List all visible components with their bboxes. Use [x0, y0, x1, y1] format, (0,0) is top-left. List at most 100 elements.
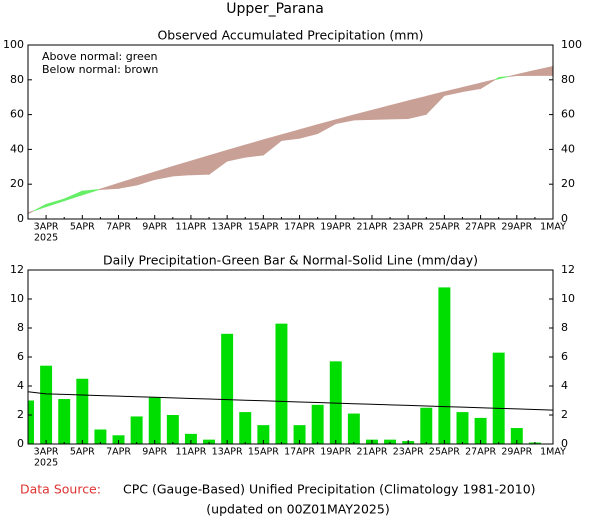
anomaly-area [154, 165, 174, 180]
anomaly-area [371, 105, 391, 120]
x-tick-label: 29APR [501, 447, 532, 458]
bar [58, 399, 71, 444]
x-tick-label: 29APR [501, 222, 532, 233]
bar [76, 378, 89, 444]
x-tick-label: 1MAY [540, 222, 566, 233]
anomaly-area [33, 203, 47, 212]
panel-title: Daily Precipitation-Green Bar & Normal-S… [103, 253, 478, 268]
x-tick-label: 3APR [34, 222, 59, 233]
x-tick-label: 25APR [429, 222, 460, 233]
y-tick-label: 0 [17, 437, 24, 450]
y-tick-label: 80 [10, 73, 24, 86]
anomaly-area [190, 155, 210, 176]
y2-tick-label: 0 [561, 437, 568, 450]
y2-tick-label: 12 [561, 263, 575, 276]
y-tick-label: 60 [10, 108, 24, 121]
x-tick-label: 13APR [212, 447, 243, 458]
bar [112, 435, 125, 444]
x-tick-label: 15APR [248, 222, 279, 233]
anomaly-area [172, 160, 192, 177]
bar [130, 416, 143, 444]
bar [184, 433, 197, 444]
x-tick-label: 21APR [357, 447, 388, 458]
x-tick-label: 27APR [465, 447, 496, 458]
annotation: Above normal: green [42, 50, 158, 63]
anomaly-area [208, 149, 228, 176]
x-tick-label: 23APR [393, 222, 424, 233]
x-tick-label: 15APR [248, 447, 279, 458]
x-tick-label: 5APR [70, 222, 95, 233]
y-tick-label: 8 [17, 321, 24, 334]
anomaly-area [226, 144, 246, 162]
bar [239, 412, 252, 444]
x-tick-label: 7APR [106, 222, 131, 233]
anomaly-area [100, 182, 119, 190]
anomaly-area [28, 210, 34, 215]
bar [275, 323, 288, 444]
anomaly-area [480, 79, 496, 90]
y-tick-label: 2 [17, 408, 24, 421]
x-tick-label: 9APR [142, 447, 167, 458]
y-tick-label: 6 [17, 350, 24, 363]
annotation: Below normal: brown [42, 63, 158, 76]
anomaly-area [407, 95, 427, 120]
x-tick-label: 13APR [212, 222, 243, 233]
anomaly-area [498, 76, 509, 80]
bar [28, 400, 34, 444]
anomaly-area [45, 198, 65, 208]
anomaly-area [353, 109, 373, 121]
normal-line [28, 391, 553, 411]
bar [384, 439, 397, 444]
y2-tick-label: 6 [561, 350, 568, 363]
axes-frame [27, 44, 554, 220]
x-tick-label: 5APR [70, 447, 95, 458]
bar [510, 428, 523, 444]
bar [293, 425, 306, 444]
anomaly-area [516, 69, 536, 77]
y2-tick-label: 100 [561, 38, 582, 51]
x-tick-label: 1MAY [540, 447, 566, 458]
anomaly-area [81, 189, 99, 196]
bar [492, 352, 505, 444]
updated-note: (updated on 00Z01MAY2025) [206, 502, 389, 517]
x-tick-label: 23APR [393, 447, 424, 458]
anomaly-area [299, 124, 319, 139]
anomaly-area [443, 86, 463, 96]
bar [438, 287, 451, 444]
anomaly-area [495, 76, 500, 80]
x-tick-label: 19APR [320, 222, 351, 233]
bar [474, 417, 487, 444]
bar [347, 413, 360, 444]
bar [203, 439, 216, 444]
x-tick-label: 3APR [34, 447, 59, 458]
plot-area [28, 65, 553, 215]
x-tick-label: 19APR [320, 447, 351, 458]
anomaly-area [462, 82, 481, 93]
x-sublabel: 2025 [34, 458, 58, 469]
y2-tick-label: 2 [561, 408, 568, 421]
anomaly-area [262, 134, 282, 156]
x-tick-label: 9APR [142, 222, 167, 233]
bar [166, 415, 179, 444]
y-tick-label: 10 [10, 292, 24, 305]
y2-tick-label: 8 [561, 321, 568, 334]
y-tick-label: 20 [10, 177, 24, 190]
x-tick-label: 17APR [284, 447, 315, 458]
y2-tick-label: 40 [561, 142, 575, 155]
anomaly-area [244, 139, 264, 158]
anomaly-area [508, 74, 518, 77]
bar [311, 404, 324, 444]
y-tick-label: 12 [10, 263, 24, 276]
x-tick-label: 21APR [357, 222, 388, 233]
y2-tick-label: 80 [561, 73, 575, 86]
anomaly-area [136, 171, 156, 186]
x-tick-label: 11APR [175, 222, 206, 233]
y2-tick-label: 60 [561, 108, 575, 121]
bar [456, 412, 469, 444]
x-tick-label: 27APR [465, 222, 496, 233]
panel-title: Observed Accumulated Precipitation (mm) [157, 28, 423, 43]
bar [94, 429, 107, 444]
y-tick-label: 0 [17, 212, 24, 225]
y-tick-label: 4 [17, 379, 24, 392]
